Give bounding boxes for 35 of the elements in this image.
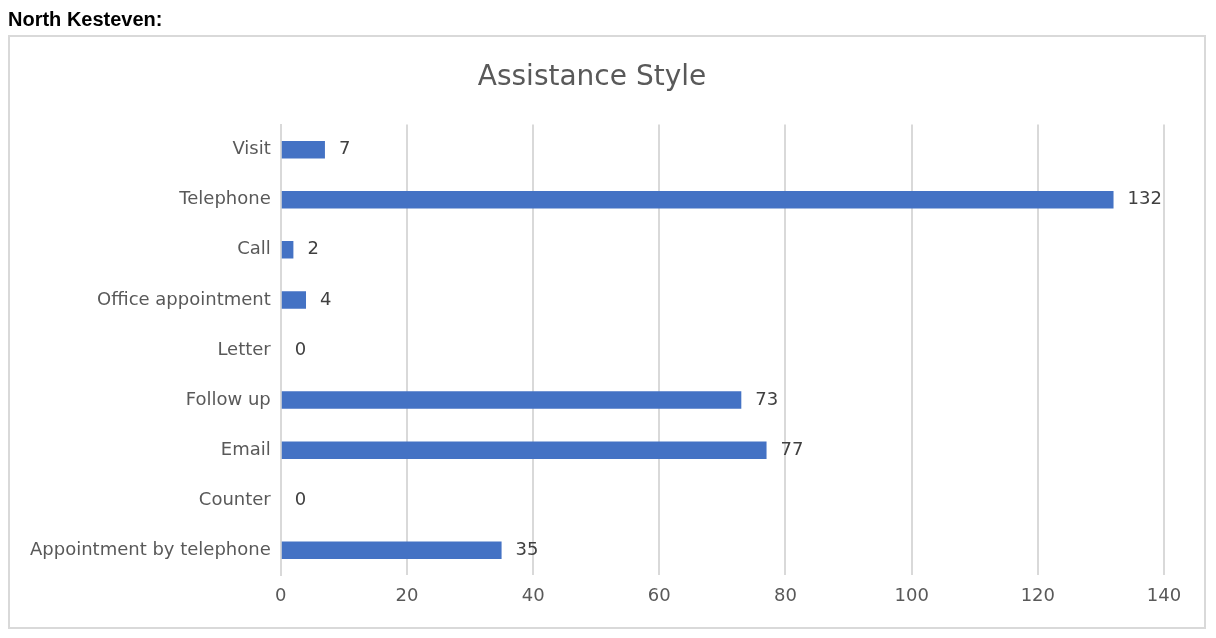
x-tick-label: 40 bbox=[521, 583, 545, 605]
bar bbox=[281, 441, 767, 459]
x-tick-label: 140 bbox=[1146, 583, 1182, 605]
bar bbox=[281, 140, 325, 159]
chart-title: Assistance Style bbox=[477, 59, 707, 93]
data-label: 35 bbox=[515, 538, 539, 560]
data-label: 7 bbox=[338, 137, 351, 159]
x-tick-label: 20 bbox=[395, 583, 419, 605]
y-tick-label: Visit bbox=[232, 137, 271, 159]
y-tick-label: Counter bbox=[198, 487, 272, 509]
bar bbox=[281, 391, 742, 409]
bar bbox=[281, 190, 1114, 209]
y-tick-label: Email bbox=[220, 437, 271, 459]
data-label: 2 bbox=[307, 237, 319, 259]
bar bbox=[281, 541, 502, 560]
data-label: 0 bbox=[294, 487, 307, 509]
x-tick-label: 80 bbox=[774, 583, 797, 605]
y-tick-label: Follow up bbox=[185, 387, 271, 409]
y-tick-label: Office appointment bbox=[97, 287, 271, 309]
x-tick-label: 100 bbox=[894, 583, 929, 605]
text: North Kesteven: bbox=[8, 8, 164, 31]
data-label: 4 bbox=[320, 287, 332, 309]
y-tick-label: Appointment by telephone bbox=[30, 538, 271, 560]
bar bbox=[281, 291, 307, 309]
bar bbox=[281, 241, 294, 259]
x-tick-label: 60 bbox=[647, 583, 671, 605]
y-tick-label: Letter bbox=[217, 337, 272, 359]
data-label: 0 bbox=[294, 337, 307, 359]
data-label: 73 bbox=[755, 387, 779, 409]
y-tick-label: Telephone bbox=[178, 187, 271, 209]
x-tick-label: 120 bbox=[1020, 583, 1055, 605]
data-label: 77 bbox=[780, 437, 804, 459]
y-tick-label: Call bbox=[237, 237, 271, 259]
data-label: 132 bbox=[1127, 187, 1162, 209]
x-tick-label: 0 bbox=[275, 583, 287, 605]
